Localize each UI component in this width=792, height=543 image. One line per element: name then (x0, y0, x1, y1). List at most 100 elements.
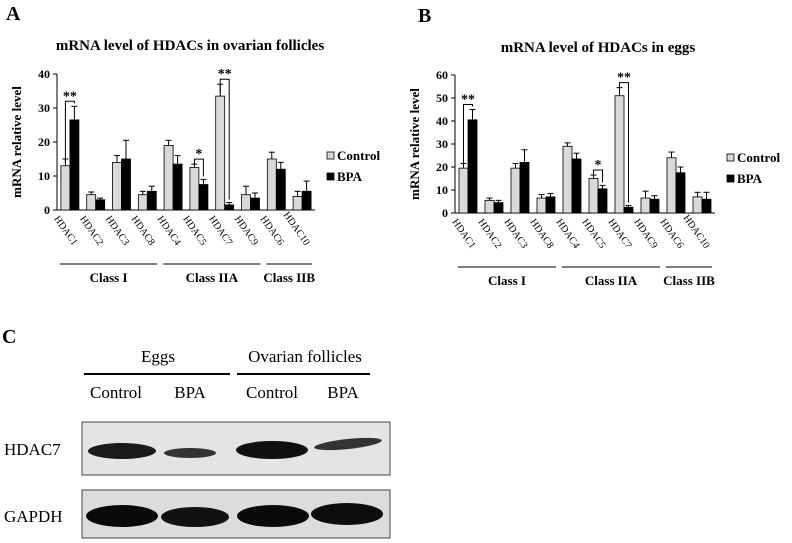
panel-label: A (6, 3, 21, 25)
bar (146, 190, 157, 211)
y-axis-label: mRNA relative level (9, 86, 24, 198)
error-bar (625, 204, 632, 208)
legend-label: Control (337, 148, 380, 163)
legend-label: BPA (337, 169, 363, 184)
error-bar (71, 105, 78, 120)
bar (614, 95, 625, 214)
y-tick-label: 40 (436, 114, 448, 128)
chart-title: mRNA level of HDACs in ovarian follicles (56, 38, 324, 54)
error-bar (139, 190, 146, 195)
error-bar (252, 192, 258, 199)
legend-label: Control (737, 150, 780, 165)
significance-bracket (219, 78, 230, 200)
bar (215, 95, 226, 211)
error-bar (114, 155, 120, 163)
x-tick-label: HDAC6 (657, 217, 685, 251)
bar (675, 172, 686, 214)
bar (458, 167, 469, 214)
y-tick-label: 60 (436, 68, 448, 82)
lane-label: BPA (174, 383, 206, 402)
error-bar (165, 139, 172, 146)
bar (241, 194, 251, 211)
bar (95, 199, 106, 211)
y-tick-label: 10 (436, 183, 448, 197)
y-tick-label: 20 (436, 160, 448, 174)
chart-title: mRNA level of HDACs in eggs (501, 40, 696, 56)
error-bar (123, 139, 129, 159)
legend-swatch (726, 174, 735, 183)
y-tick-label: 50 (436, 91, 448, 105)
bar (701, 198, 712, 214)
x-tick-label: HDAC10 (281, 210, 312, 248)
significance-label: * (195, 147, 202, 162)
x-tick-label: HDAC1 (51, 214, 79, 248)
error-bar (191, 163, 198, 168)
panel-label: B (418, 5, 431, 27)
lane-label: Control (246, 383, 298, 402)
bar (224, 204, 235, 211)
band (236, 441, 308, 459)
bar (510, 167, 521, 214)
bar (189, 167, 200, 211)
bar (172, 163, 183, 211)
error-bar (294, 190, 301, 197)
x-tick-label: HDAC3 (501, 217, 529, 251)
bar (121, 158, 131, 211)
x-tick-label: HDAC9 (232, 214, 260, 248)
x-tick-label: HDAC9 (631, 217, 659, 251)
legend-swatch (326, 151, 335, 160)
significance-label: ** (461, 93, 475, 108)
bar (666, 157, 677, 214)
error-bar (148, 185, 155, 192)
y-tick-label: 0 (44, 203, 50, 217)
error-bar (88, 191, 95, 195)
error-bar (677, 166, 684, 173)
error-bar (599, 184, 606, 189)
error-bar (642, 190, 649, 199)
y-tick-label: 30 (38, 101, 50, 115)
significance-bracket (463, 104, 473, 166)
error-bar (521, 149, 528, 163)
lane-label: BPA (327, 383, 359, 402)
band (164, 448, 216, 458)
band (237, 505, 309, 527)
row-label: GAPDH (4, 507, 63, 526)
error-bar (573, 152, 580, 159)
x-tick-label: HDAC1 (449, 217, 477, 251)
x-tick-label: HDAC8 (527, 217, 555, 251)
band (161, 507, 229, 527)
significance-label: ** (63, 89, 77, 104)
significance-bracket (593, 169, 603, 183)
bar (112, 161, 122, 211)
y-tick-label: 30 (436, 137, 448, 151)
significance-label: ** (218, 67, 232, 82)
bar (623, 206, 634, 214)
bar (69, 119, 80, 211)
x-tick-label: HDAC3 (103, 214, 131, 248)
bar (484, 199, 495, 214)
x-tick-label: HDAC7 (605, 217, 633, 251)
y-tick-label: 0 (442, 206, 448, 220)
y-tick-label: 20 (38, 135, 50, 149)
significance-bracket (619, 82, 629, 203)
significance-label: * (595, 158, 602, 173)
band (314, 437, 382, 451)
x-tick-label: HDAC7 (206, 214, 234, 248)
error-bar (303, 180, 310, 192)
band (311, 503, 383, 525)
bar (545, 196, 556, 214)
panel-label: C (2, 326, 16, 348)
error-bar (547, 192, 554, 197)
bar (301, 190, 312, 211)
error-bar (226, 202, 233, 205)
bar (163, 144, 174, 211)
bar (275, 168, 286, 211)
significance-bracket (64, 100, 75, 163)
bar (266, 158, 277, 211)
error-bar (512, 163, 519, 169)
error-bar (200, 178, 207, 185)
x-tick-label: HDAC4 (155, 214, 183, 248)
group-label: Class IIB (663, 273, 715, 288)
x-tick-label: HDAC6 (258, 214, 286, 248)
